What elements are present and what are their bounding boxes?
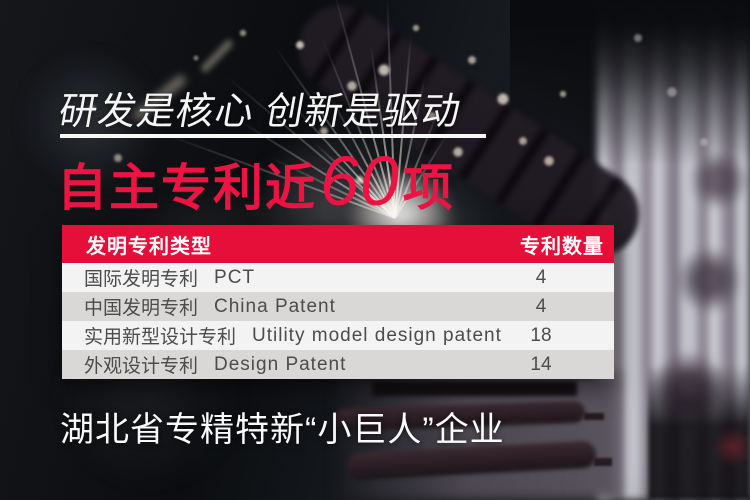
patent-type-en: PCT	[214, 266, 256, 288]
patent-type-en: Design Patent	[214, 353, 347, 375]
table-row: 中国发明专利 China Patent 4	[62, 292, 614, 321]
patent-count-value: 18	[530, 324, 552, 346]
column-header-type: 发明专利类型	[86, 235, 212, 258]
table-header-row: 发明专利类型 专利数量	[62, 225, 614, 263]
table-row: 国际发明专利 PCT 4	[62, 263, 614, 292]
patent-count-value: 14	[530, 353, 552, 375]
patent-count-suffix: 项	[402, 160, 455, 216]
patent-count-value: 4	[535, 266, 547, 288]
patent-count-number: 60	[320, 142, 400, 220]
table-row: 外观设计专利 Design Patent 14	[62, 350, 614, 379]
main-headline: 研发是核心 创新是驱动	[55, 91, 465, 133]
patent-count-value: 4	[535, 295, 547, 317]
table-row: 实用新型设计专利 Utility model design patent 18	[62, 321, 614, 350]
footer-title: 湖北省专精特新“小巨人”企业	[60, 411, 505, 449]
patent-type-en: Utility model design patent	[252, 324, 502, 346]
patent-count-prefix: 自主专利近	[57, 160, 317, 216]
patent-type-cn: 中国发明专利	[84, 298, 199, 319]
table-body: 国际发明专利 PCT 4 中国发明专利 China Patent 4 实用新型设…	[62, 263, 614, 379]
patent-type-cn: 国际发明专利	[84, 269, 199, 290]
patent-count-headline: 自主专利近 60 项	[57, 146, 455, 218]
patent-type-cn: 外观设计专利	[84, 356, 199, 377]
patent-type-cn: 实用新型设计专利	[84, 327, 237, 348]
patent-table: 发明专利类型 专利数量 国际发明专利 PCT 4 中国发明专利 China Pa…	[62, 225, 614, 379]
patent-type-en: China Patent	[214, 295, 336, 317]
column-header-count: 专利数量	[520, 235, 604, 258]
headline-underline	[60, 134, 486, 138]
